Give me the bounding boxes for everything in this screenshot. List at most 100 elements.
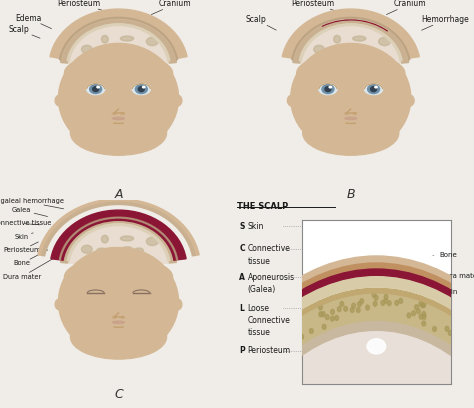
- Wedge shape: [273, 262, 474, 307]
- Ellipse shape: [415, 305, 418, 310]
- Ellipse shape: [87, 84, 105, 95]
- Ellipse shape: [132, 84, 150, 95]
- Wedge shape: [276, 288, 474, 333]
- Ellipse shape: [122, 247, 133, 252]
- Wedge shape: [42, 202, 195, 256]
- Ellipse shape: [291, 335, 295, 340]
- Ellipse shape: [135, 84, 147, 93]
- Text: Hemorrhage: Hemorrhage: [421, 15, 469, 30]
- Wedge shape: [61, 19, 176, 63]
- Ellipse shape: [357, 302, 361, 307]
- Ellipse shape: [121, 248, 132, 257]
- Ellipse shape: [345, 117, 357, 120]
- Text: Cranium: Cranium: [151, 0, 191, 15]
- Ellipse shape: [120, 236, 134, 241]
- Wedge shape: [51, 210, 186, 260]
- Ellipse shape: [352, 303, 356, 308]
- Ellipse shape: [344, 306, 347, 311]
- Ellipse shape: [328, 48, 339, 55]
- Text: P: P: [239, 346, 245, 355]
- Ellipse shape: [71, 111, 166, 155]
- Ellipse shape: [419, 314, 423, 319]
- Ellipse shape: [325, 315, 329, 319]
- Ellipse shape: [395, 300, 399, 306]
- Wedge shape: [319, 13, 392, 31]
- Ellipse shape: [82, 45, 92, 53]
- Ellipse shape: [419, 302, 423, 306]
- Ellipse shape: [134, 248, 144, 253]
- Wedge shape: [59, 217, 178, 260]
- Text: Connective: Connective: [247, 316, 291, 325]
- Wedge shape: [61, 219, 176, 263]
- Ellipse shape: [433, 326, 437, 331]
- Ellipse shape: [331, 309, 334, 315]
- Ellipse shape: [287, 95, 296, 106]
- Ellipse shape: [322, 324, 326, 329]
- Ellipse shape: [121, 49, 132, 57]
- Ellipse shape: [112, 113, 116, 115]
- Ellipse shape: [321, 312, 325, 317]
- Text: Galea: Galea: [12, 207, 47, 217]
- Ellipse shape: [64, 53, 173, 93]
- Ellipse shape: [122, 47, 133, 52]
- Ellipse shape: [101, 235, 108, 243]
- Wedge shape: [279, 330, 474, 408]
- Ellipse shape: [93, 57, 105, 62]
- Ellipse shape: [325, 86, 331, 92]
- Ellipse shape: [90, 84, 102, 93]
- Ellipse shape: [105, 248, 116, 257]
- Ellipse shape: [96, 248, 107, 255]
- Ellipse shape: [350, 308, 354, 313]
- Ellipse shape: [310, 328, 313, 333]
- Ellipse shape: [463, 336, 467, 341]
- Text: L: L: [239, 304, 244, 313]
- Text: tissue: tissue: [247, 328, 270, 337]
- Ellipse shape: [138, 86, 144, 92]
- Ellipse shape: [340, 302, 344, 306]
- Ellipse shape: [322, 84, 334, 93]
- Ellipse shape: [448, 330, 452, 335]
- Ellipse shape: [300, 334, 303, 339]
- Ellipse shape: [337, 307, 341, 312]
- Ellipse shape: [128, 288, 157, 306]
- Text: Bone: Bone: [13, 250, 48, 266]
- Ellipse shape: [55, 299, 64, 310]
- Ellipse shape: [58, 247, 179, 357]
- Wedge shape: [59, 17, 178, 60]
- Ellipse shape: [360, 299, 364, 304]
- Ellipse shape: [407, 313, 411, 318]
- Wedge shape: [292, 17, 410, 60]
- Ellipse shape: [463, 336, 466, 341]
- Ellipse shape: [354, 49, 365, 57]
- Text: A: A: [114, 188, 123, 201]
- Ellipse shape: [105, 49, 116, 57]
- Ellipse shape: [297, 53, 405, 93]
- Ellipse shape: [367, 339, 386, 354]
- Text: Edema: Edema: [15, 13, 52, 29]
- Ellipse shape: [337, 49, 348, 57]
- Ellipse shape: [356, 308, 360, 313]
- Text: S: S: [239, 222, 245, 231]
- Ellipse shape: [121, 316, 125, 318]
- Ellipse shape: [381, 300, 385, 306]
- Ellipse shape: [421, 303, 425, 308]
- Wedge shape: [273, 275, 474, 328]
- Ellipse shape: [292, 329, 296, 334]
- Text: Bone: Bone: [433, 253, 457, 259]
- Ellipse shape: [384, 298, 388, 303]
- Ellipse shape: [405, 95, 414, 106]
- Text: Cranium: Cranium: [386, 0, 426, 15]
- Ellipse shape: [285, 345, 289, 350]
- Wedge shape: [63, 20, 174, 67]
- Ellipse shape: [353, 113, 357, 115]
- Ellipse shape: [80, 84, 109, 102]
- Ellipse shape: [366, 48, 376, 53]
- Ellipse shape: [312, 84, 342, 102]
- Ellipse shape: [291, 43, 411, 153]
- Text: Aponeurosis: Aponeurosis: [247, 273, 294, 282]
- Wedge shape: [38, 199, 199, 255]
- Ellipse shape: [314, 45, 324, 53]
- Wedge shape: [271, 268, 474, 317]
- Wedge shape: [282, 320, 471, 369]
- Wedge shape: [272, 256, 474, 302]
